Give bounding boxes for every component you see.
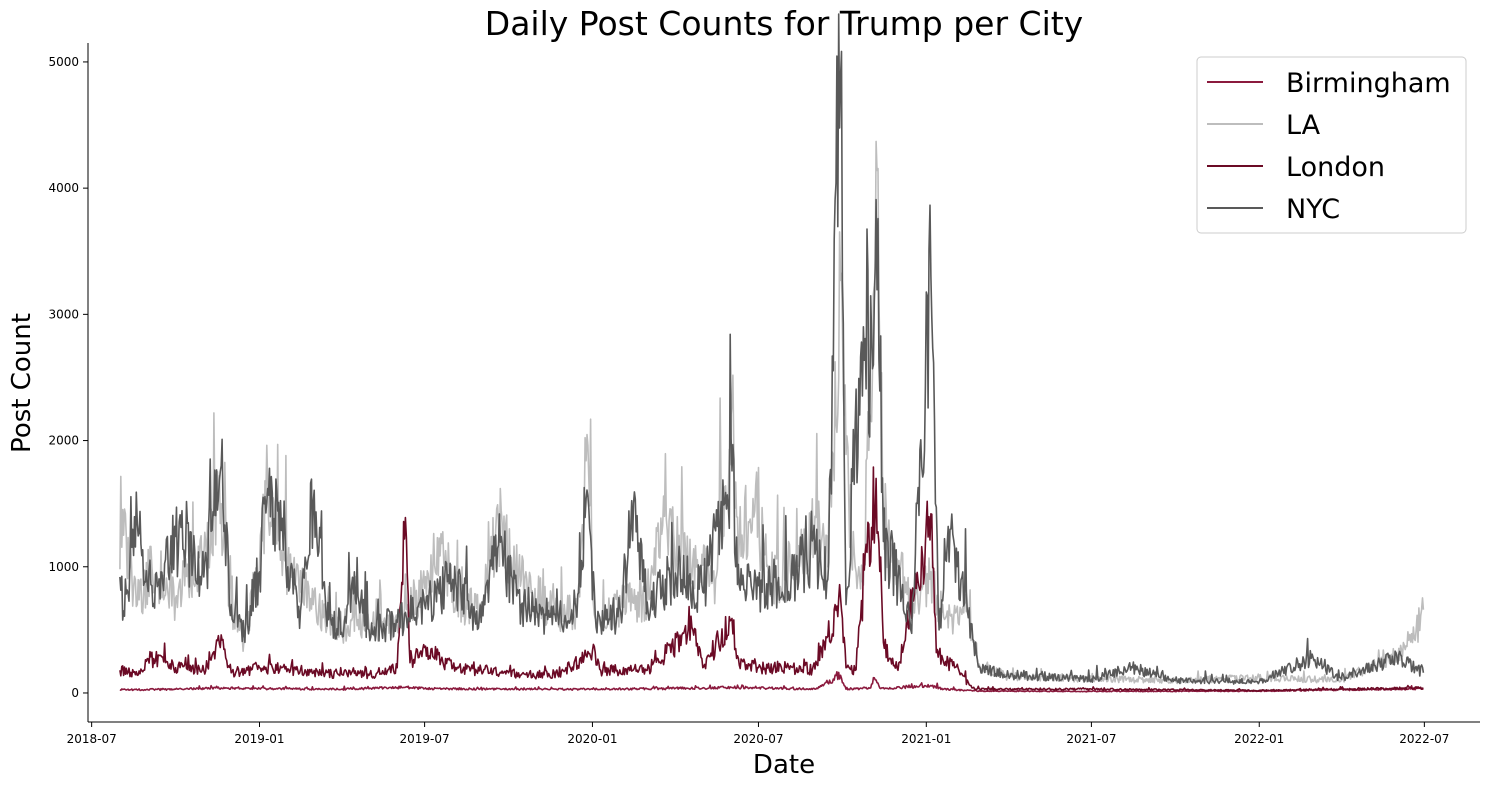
series-line-nyc xyxy=(119,13,1425,685)
legend-box xyxy=(1196,56,1467,234)
y-ticks: 0 1000 2000 3000 4000 5000 xyxy=(48,55,88,700)
legend: Birmingham LA London NYC xyxy=(1196,56,1467,234)
series-line-london xyxy=(119,466,1424,692)
chart-title: Daily Post Counts for Trump per City xyxy=(485,4,1083,43)
y-tick-label: 2000 xyxy=(48,434,79,448)
series-line-birmingham xyxy=(119,671,1424,693)
x-tick-label: 2019-01 xyxy=(234,732,284,746)
y-tick-label: 1000 xyxy=(48,560,79,574)
legend-label: NYC xyxy=(1286,194,1340,225)
y-tick-label: 3000 xyxy=(48,307,79,321)
legend-label: LA xyxy=(1286,110,1321,141)
x-tick-label: 2018-07 xyxy=(67,732,117,746)
y-tick-label: 5000 xyxy=(48,55,79,69)
y-tick-label: 4000 xyxy=(48,181,79,195)
legend-label: London xyxy=(1286,152,1385,183)
x-tick-label: 2020-07 xyxy=(733,732,783,746)
y-axis-title: Post Count xyxy=(7,313,37,453)
x-tick-label: 2022-01 xyxy=(1234,732,1284,746)
x-tick-label: 2020-01 xyxy=(567,732,617,746)
x-tick-label: 2019-07 xyxy=(400,732,450,746)
x-ticks: 2018-07 2019-01 2019-07 2020-01 2020-07 2021-… xyxy=(67,722,1449,746)
y-tick-label: 0 xyxy=(71,686,79,700)
x-tick-label: 2021-01 xyxy=(901,732,951,746)
x-tick-label: 2022-07 xyxy=(1399,732,1449,746)
x-tick-label: 2021-07 xyxy=(1066,732,1116,746)
series-layer xyxy=(119,13,1425,693)
x-axis-title: Date xyxy=(753,750,815,780)
legend-label: Birmingham xyxy=(1286,68,1451,99)
